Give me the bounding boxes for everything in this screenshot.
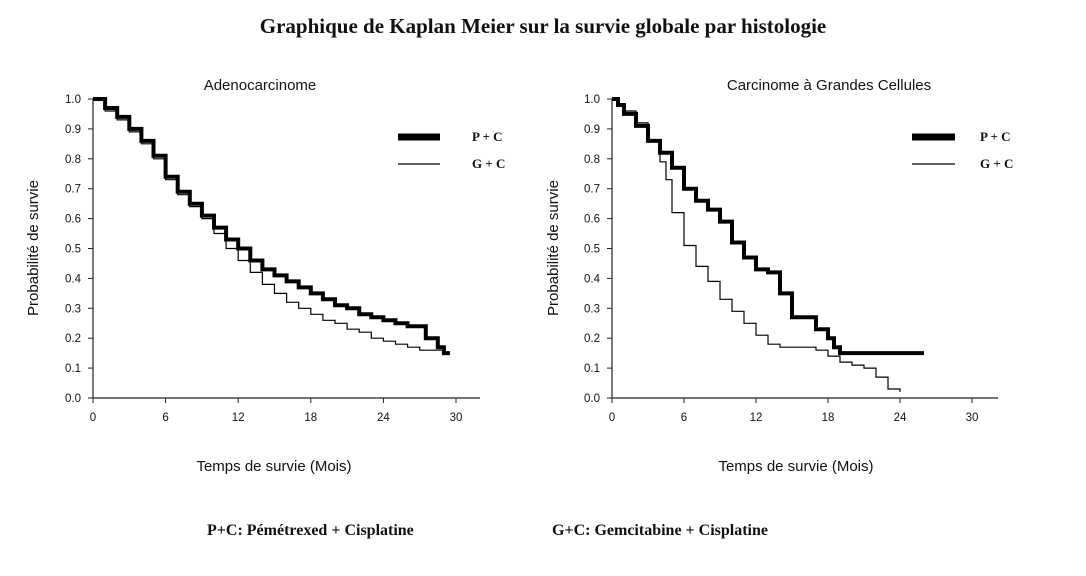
y-tick-label: 0.6 [65, 214, 81, 226]
y-tick-label: 0.4 [65, 273, 82, 285]
y-tick-label: 0.7 [584, 184, 600, 196]
x-tick-label: 6 [162, 412, 168, 424]
x-tick-label: 24 [894, 412, 907, 424]
legend-label-pc: P + C [472, 129, 503, 144]
x-tick-label: 0 [90, 412, 96, 424]
y-tick-label: 0.2 [65, 333, 81, 345]
x-tick-label: 12 [750, 412, 763, 424]
x-axis-label: Temps de survie (Mois) [718, 458, 873, 475]
y-tick-label: 0.0 [65, 393, 81, 405]
y-tick-label: 0.7 [65, 184, 81, 196]
x-tick-label: 24 [377, 412, 390, 424]
y-tick-label: 0.3 [65, 303, 81, 315]
x-tick-label: 18 [304, 412, 317, 424]
x-tick-label: 12 [232, 412, 245, 424]
series-line-gc [612, 98, 901, 392]
y-tick-label: 0.9 [584, 124, 600, 136]
y-tick-label: 1.0 [65, 94, 81, 106]
y-tick-label: 0.4 [584, 273, 601, 285]
chart-subtitle: Adenocarcinome [204, 77, 317, 94]
y-tick-label: 0.0 [584, 393, 600, 405]
y-axis-label: Probabilité de survie [25, 180, 42, 316]
x-tick-label: 30 [966, 412, 979, 424]
chart-subtitle: Carcinome à Grandes Cellules [727, 77, 931, 94]
x-tick-label: 18 [822, 412, 835, 424]
x-tick-label: 6 [681, 412, 687, 424]
y-tick-label: 0.1 [584, 363, 600, 375]
y-tick-label: 0.2 [584, 333, 600, 345]
y-tick-label: 0.9 [65, 124, 81, 136]
y-tick-label: 1.0 [584, 94, 600, 106]
series-line-pc [612, 97, 924, 356]
legend-label-pc: P + C [980, 129, 1011, 144]
main-title: Graphique de Kaplan Meier sur la survie … [259, 14, 827, 38]
y-tick-label: 0.5 [584, 244, 600, 256]
chart-adenocarcinome: Adenocarcinome 0 6 12 18 24 30 0.0 0.1 0.2 0.3 0.4 0… [25, 77, 505, 475]
footnote-pc: P+C: Pémétrexed + Cisplatine [207, 522, 414, 539]
y-tick-label: 0.1 [65, 363, 81, 375]
legend-label-gc: G + C [472, 156, 505, 171]
y-tick-label: 0.5 [65, 244, 81, 256]
series-line-gc [93, 98, 450, 354]
series-line-pc [93, 97, 450, 356]
footnote-gc: G+C: Gemcitabine + Cisplatine [552, 522, 768, 539]
x-tick-label: 30 [450, 412, 463, 424]
y-tick-label: 0.6 [584, 214, 600, 226]
y-tick-label: 0.8 [65, 154, 81, 166]
x-axis-label: Temps de survie (Mois) [196, 458, 351, 475]
y-axis-label: Probabilité de survie [545, 180, 562, 316]
x-tick-label: 0 [609, 412, 615, 424]
y-tick-label: 0.3 [584, 303, 600, 315]
legend-label-gc: G + C [980, 156, 1013, 171]
y-tick-label: 0.8 [584, 154, 600, 166]
chart-grandes-cellules: Carcinome à Grandes Cellules 0 6 12 18 24 30 0.… [545, 77, 1013, 475]
